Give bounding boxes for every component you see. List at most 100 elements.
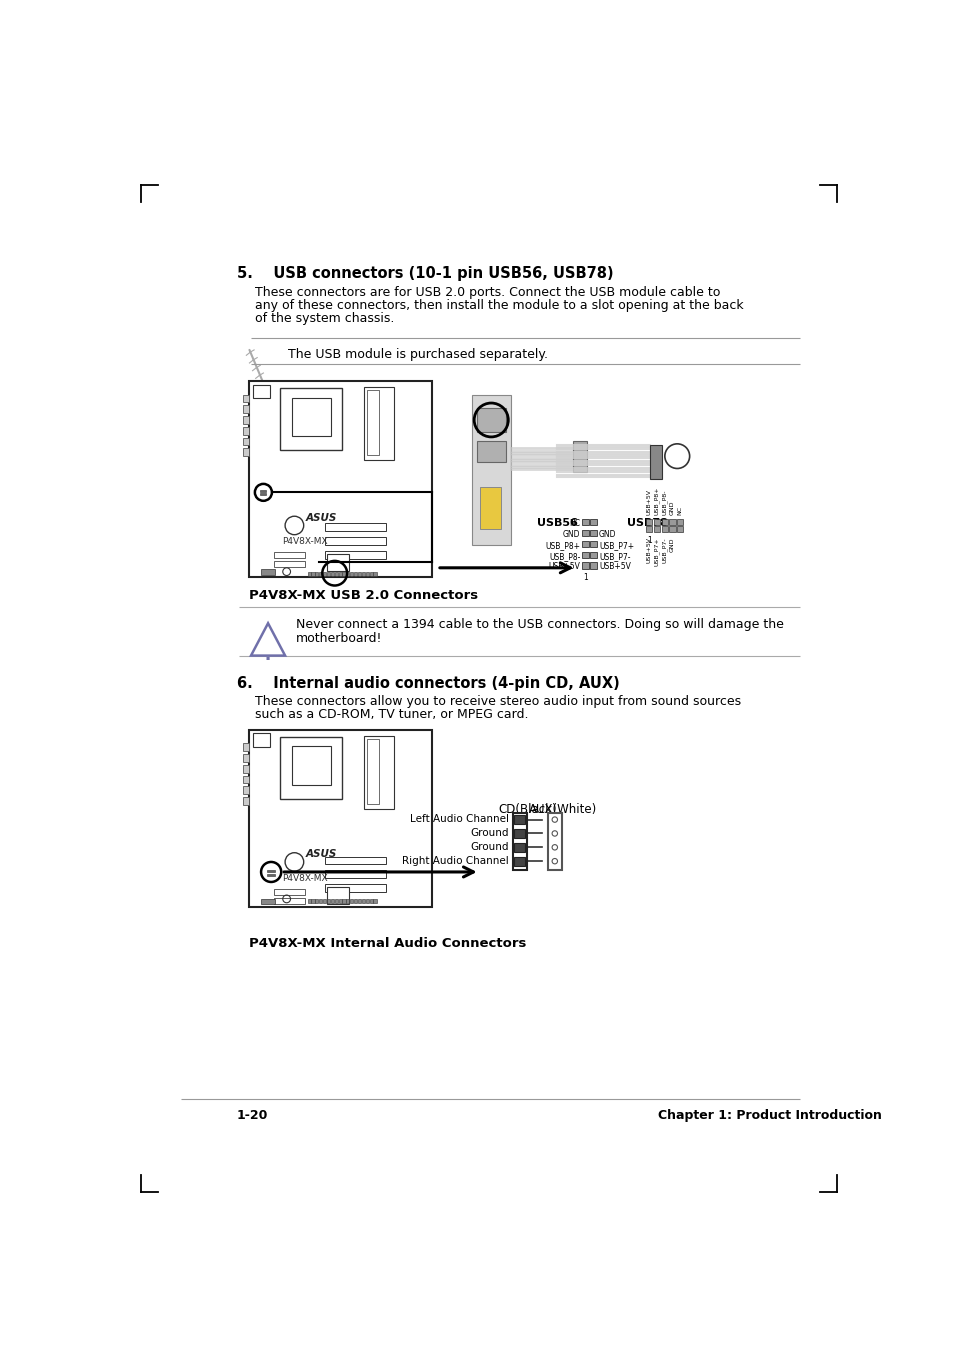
Text: USB_P8-: USB_P8- (548, 552, 579, 560)
Bar (590, 541, 597, 547)
Bar (338, 900, 341, 902)
Bar (581, 541, 588, 547)
Circle shape (552, 859, 557, 864)
Bar (274, 898, 305, 904)
Text: Ground: Ground (470, 829, 509, 838)
Bar (315, 900, 318, 902)
Bar (292, 398, 331, 436)
Bar (243, 776, 249, 784)
Bar (369, 571, 373, 575)
Text: USB+5V: USB+5V (548, 563, 579, 571)
Bar (661, 518, 667, 525)
Circle shape (552, 831, 557, 836)
Text: USB78: USB78 (626, 518, 667, 527)
Bar (274, 562, 305, 567)
Bar (367, 739, 378, 804)
Bar (581, 552, 588, 557)
Bar (319, 571, 322, 575)
Bar (325, 551, 385, 559)
Text: These connectors are for USB 2.0 ports. Connect the USB module cable to: These connectors are for USB 2.0 ports. … (254, 286, 720, 298)
Bar (260, 491, 266, 492)
Bar (338, 571, 341, 575)
Bar (661, 526, 667, 533)
Bar (323, 571, 326, 575)
Text: P4V8X-MX: P4V8X-MX (282, 537, 327, 547)
Bar (311, 900, 314, 902)
Text: Right Audio Channel: Right Audio Channel (402, 856, 509, 866)
Bar (649, 444, 661, 480)
Bar (472, 394, 510, 545)
Bar (243, 438, 249, 446)
Bar (677, 518, 682, 525)
Bar (325, 856, 385, 864)
Bar (253, 384, 270, 398)
Text: USB+5V: USB+5V (646, 489, 651, 515)
Text: P4V8X-MX Internal Audio Connectors: P4V8X-MX Internal Audio Connectors (249, 938, 526, 950)
Text: USB_P7-: USB_P7- (661, 537, 667, 563)
Bar (547, 814, 561, 871)
Circle shape (552, 816, 557, 822)
Bar (365, 900, 369, 902)
Bar (243, 448, 249, 457)
Bar (365, 571, 369, 575)
Bar (267, 874, 274, 876)
Bar (327, 571, 330, 575)
Bar (677, 526, 682, 533)
Text: P4V8X-MX USB 2.0 Connectors: P4V8X-MX USB 2.0 Connectors (249, 589, 478, 602)
Bar (325, 523, 385, 530)
Bar (311, 571, 314, 575)
Bar (581, 563, 588, 568)
Bar (243, 394, 249, 402)
Bar (325, 885, 385, 891)
Bar (335, 571, 337, 575)
Bar (261, 570, 274, 575)
Text: 5.    USB connectors (10-1 pin USB56, USB78): 5. USB connectors (10-1 pin USB56, USB78… (236, 266, 613, 281)
Text: CD(Black): CD(Black) (497, 803, 557, 815)
Bar (590, 552, 597, 557)
Bar (364, 387, 394, 459)
Bar (590, 519, 597, 526)
Bar (645, 526, 652, 533)
Bar (373, 571, 376, 575)
Text: any of these connectors, then install the module to a slot opening at the back: any of these connectors, then install th… (254, 298, 742, 312)
Text: 1: 1 (583, 574, 588, 582)
Bar (581, 519, 588, 526)
Bar (325, 871, 385, 878)
Bar (243, 786, 249, 795)
Bar (350, 571, 353, 575)
Bar (280, 388, 342, 450)
Bar (335, 900, 337, 902)
Bar (514, 829, 525, 838)
Bar (357, 900, 360, 902)
Bar (354, 900, 356, 902)
Text: 1-20: 1-20 (236, 1109, 268, 1122)
Text: AUX(White): AUX(White) (529, 803, 597, 815)
Text: USB+5V: USB+5V (598, 563, 630, 571)
Text: !: ! (264, 646, 272, 664)
Bar (249, 380, 431, 577)
Bar (476, 440, 505, 462)
Bar (357, 571, 360, 575)
Bar (590, 563, 597, 568)
Text: GND: GND (598, 530, 616, 540)
Bar (369, 900, 373, 902)
Bar (581, 530, 588, 536)
Bar (307, 571, 311, 575)
Text: motherboard!: motherboard! (295, 631, 382, 645)
Bar (327, 553, 348, 571)
Bar (354, 571, 356, 575)
Text: USB_P8-: USB_P8- (661, 489, 667, 515)
Text: Never connect a 1394 cable to the USB connectors. Doing so will damage the: Never connect a 1394 cable to the USB co… (295, 617, 783, 631)
Text: GND: GND (669, 502, 675, 515)
Bar (342, 900, 345, 902)
Bar (367, 390, 378, 455)
Text: These connectors allow you to receive stereo audio input from sound sources: These connectors allow you to receive st… (254, 695, 740, 707)
Bar (292, 747, 331, 785)
Text: 1: 1 (646, 536, 651, 545)
Bar (346, 571, 349, 575)
Bar (514, 815, 525, 825)
Text: USB_P7+: USB_P7+ (598, 541, 634, 549)
Bar (327, 900, 330, 902)
Bar (513, 814, 526, 871)
Bar (361, 571, 365, 575)
